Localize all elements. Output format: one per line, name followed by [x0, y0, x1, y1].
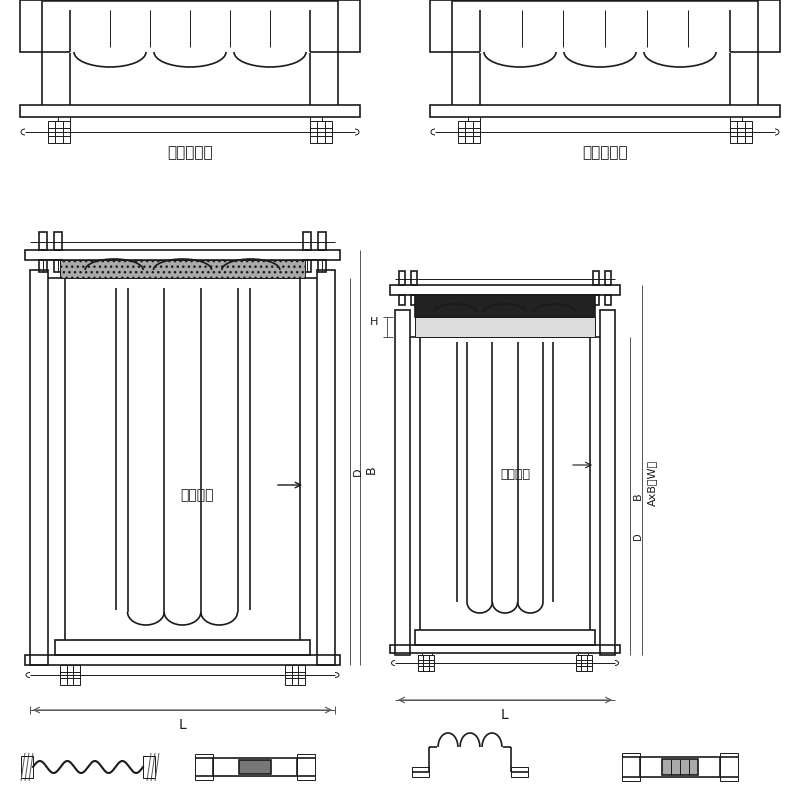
Bar [143, 756, 155, 778]
Bar [25, 250, 340, 260]
Text: AxB（W）: AxB（W） [647, 459, 657, 506]
Bar [303, 232, 311, 250]
Text: H: H [370, 317, 378, 327]
Bar [213, 758, 297, 776]
Bar [418, 655, 434, 671]
Bar [54, 232, 62, 250]
Bar [297, 754, 315, 780]
Text: B: B [633, 492, 643, 500]
Bar [20, 0, 42, 52]
Bar [415, 295, 595, 317]
Bar [640, 757, 720, 777]
Bar [411, 271, 417, 285]
Bar [21, 756, 33, 778]
Bar [390, 285, 620, 295]
Bar [593, 271, 599, 285]
Bar [576, 655, 592, 671]
Bar [55, 640, 310, 655]
Bar [395, 310, 410, 655]
Bar [411, 295, 417, 305]
Bar [593, 295, 599, 305]
Bar [285, 665, 305, 685]
Bar [303, 260, 311, 272]
Bar [317, 270, 335, 665]
Bar [310, 121, 332, 143]
Text: B: B [365, 466, 378, 474]
Text: D: D [633, 532, 643, 540]
Bar [239, 760, 271, 774]
Text: 法兰连接式: 法兰连接式 [167, 145, 213, 160]
Bar [39, 232, 47, 250]
Bar [730, 121, 752, 143]
Bar [511, 767, 528, 777]
Bar [600, 310, 615, 655]
Bar [412, 767, 429, 777]
Bar [430, 0, 452, 52]
Bar [430, 105, 780, 117]
Bar [39, 260, 47, 272]
Bar [318, 260, 326, 272]
Text: D: D [353, 467, 363, 476]
Bar [60, 665, 80, 685]
Bar [48, 121, 70, 143]
Bar [54, 260, 62, 272]
Bar [20, 105, 360, 117]
Bar [662, 759, 698, 775]
Text: 介质流向: 介质流向 [500, 469, 530, 482]
Bar [25, 655, 340, 665]
Bar [399, 295, 405, 305]
Bar [605, 295, 611, 305]
Bar [720, 753, 738, 781]
Text: 接管连接式: 接管连接式 [582, 145, 628, 160]
Bar [390, 645, 620, 653]
Bar [60, 260, 305, 278]
Bar [622, 753, 640, 781]
Text: L: L [501, 708, 509, 722]
Bar [318, 232, 326, 250]
Bar [399, 271, 405, 285]
Text: L: L [178, 718, 186, 732]
Bar [605, 271, 611, 285]
Text: 介质流向: 介质流向 [181, 488, 214, 502]
Bar [758, 0, 780, 52]
Bar [195, 754, 213, 780]
Bar [338, 0, 360, 52]
Bar [415, 317, 595, 337]
Bar [458, 121, 480, 143]
Bar [30, 270, 48, 665]
Bar [415, 630, 595, 645]
